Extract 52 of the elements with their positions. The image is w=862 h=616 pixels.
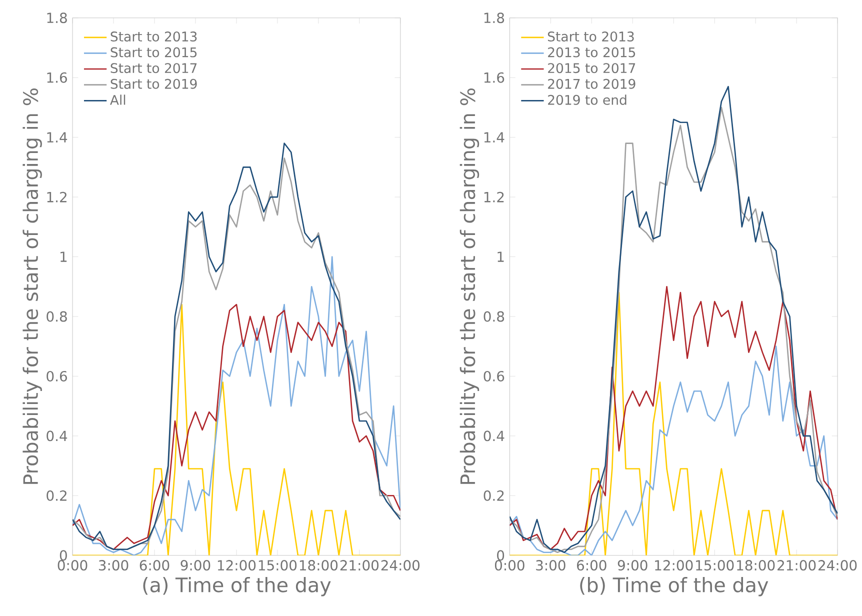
y-tick-label: 1.8 bbox=[47, 12, 67, 24]
y-tick-label: 1.2 bbox=[484, 192, 504, 202]
x-tick-label: 9:00 bbox=[618, 560, 648, 571]
y-tick-label: 0.8 bbox=[484, 311, 504, 322]
legend-label: Start to 2019 bbox=[110, 78, 197, 89]
x-tick-label: 15:00 bbox=[696, 560, 734, 571]
x-axis-title: (a) Time of the day bbox=[143, 577, 331, 596]
y-tick-label: 0.6 bbox=[484, 370, 504, 382]
y-tick-label: 0.2 bbox=[46, 490, 66, 501]
x-tick-label: 9:00 bbox=[180, 560, 210, 571]
x-tick-label: 6:00 bbox=[577, 560, 606, 571]
x-tick-label: 6:00 bbox=[140, 560, 170, 571]
y-tick-label: 0 bbox=[497, 550, 504, 561]
x-tick-label: 12:00 bbox=[218, 560, 256, 571]
y-tick-label: 1.4 bbox=[484, 132, 504, 142]
x-tick-label: 18:00 bbox=[300, 560, 338, 571]
y-tick-label: 0.4 bbox=[46, 430, 68, 442]
y-tick-label: 1.4 bbox=[47, 132, 68, 142]
x-tick-label: 18:00 bbox=[737, 560, 775, 571]
legend-label: 2017 to 2019 bbox=[548, 78, 636, 89]
y-tick-label: 1 bbox=[60, 252, 67, 262]
x-tick-label: 15:00 bbox=[258, 560, 297, 571]
y-tick-label: 0.2 bbox=[484, 490, 504, 501]
x-tick-label: 3:00 bbox=[536, 560, 566, 571]
x-tick-label: 0:00 bbox=[58, 560, 88, 571]
y-tick-label: 0 bbox=[60, 550, 67, 561]
y-tick-label: 1.2 bbox=[47, 192, 66, 202]
y-tick-label: 0.8 bbox=[46, 311, 67, 322]
y-axis-title: Probability for the start of charging in % bbox=[460, 88, 480, 484]
x-tick-label: 3:00 bbox=[98, 560, 128, 571]
y-axis-title: Probability for the start of charging in % bbox=[22, 88, 42, 484]
x-tick-label: 24:00 bbox=[818, 560, 857, 571]
legend-label: Start to 2017 bbox=[110, 63, 197, 74]
x-tick-label: 0:00 bbox=[494, 560, 524, 571]
x-tick-label: 21:00 bbox=[778, 560, 816, 571]
y-tick-label: 0.6 bbox=[46, 370, 67, 382]
y-tick-label: 0.4 bbox=[484, 430, 504, 442]
legend-label: 2015 to 2017 bbox=[548, 63, 636, 74]
legend-label: All bbox=[110, 94, 126, 105]
legend-label: 2013 to 2015 bbox=[548, 47, 636, 58]
x-tick-label: 21:00 bbox=[340, 560, 379, 571]
legend-label: Start to 2013 bbox=[110, 32, 197, 42]
legend-label: 2019 to end bbox=[548, 94, 626, 105]
legend-label: Start to 2013 bbox=[548, 32, 634, 42]
y-tick-label: 1.6 bbox=[484, 72, 504, 83]
legend-label: Start to 2015 bbox=[110, 47, 197, 58]
x-axis-title: (b) Time of the day bbox=[580, 577, 768, 596]
y-tick-label: 1.6 bbox=[47, 72, 67, 83]
x-tick-label: 12:00 bbox=[655, 560, 693, 571]
x-tick-label: 24:00 bbox=[381, 560, 420, 571]
y-tick-label: 1 bbox=[498, 252, 504, 262]
y-tick-label: 1.8 bbox=[484, 12, 504, 24]
